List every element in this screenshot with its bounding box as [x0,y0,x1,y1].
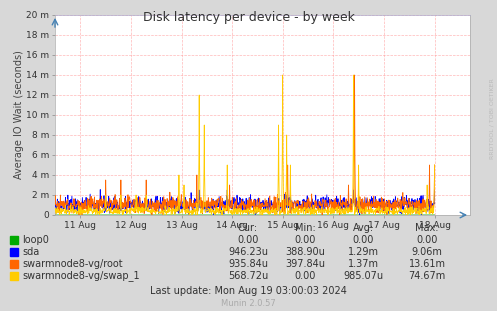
Text: 985.07u: 985.07u [343,271,383,281]
Text: 0.00: 0.00 [237,235,258,245]
Text: 0.00: 0.00 [352,235,374,245]
Y-axis label: Average IO Wait (seconds): Average IO Wait (seconds) [13,51,23,179]
Text: Munin 2.0.57: Munin 2.0.57 [221,299,276,309]
Text: 946.23u: 946.23u [228,247,268,257]
Text: 9.06m: 9.06m [412,247,442,257]
Text: RRDTOOL / TOBI OETIKER: RRDTOOL / TOBI OETIKER [490,78,495,159]
Text: Disk latency per device - by week: Disk latency per device - by week [143,11,354,24]
Text: sda: sda [22,247,39,257]
Text: Avg:: Avg: [352,223,374,233]
Text: swarmnode8-vg/root: swarmnode8-vg/root [22,259,123,269]
Text: swarmnode8-vg/swap_1: swarmnode8-vg/swap_1 [22,271,140,281]
Text: Min:: Min: [295,223,316,233]
Text: 1.29m: 1.29m [347,247,379,257]
Text: 0.00: 0.00 [294,271,316,281]
Text: 74.67m: 74.67m [409,271,446,281]
Text: Max:: Max: [415,223,439,233]
Text: 0.00: 0.00 [294,235,316,245]
Text: 1.37m: 1.37m [347,259,379,269]
Text: Last update: Mon Aug 19 03:00:03 2024: Last update: Mon Aug 19 03:00:03 2024 [150,286,347,296]
Text: 13.61m: 13.61m [409,259,445,269]
Text: 568.72u: 568.72u [228,271,268,281]
Text: loop0: loop0 [22,235,49,245]
Text: 397.84u: 397.84u [285,259,325,269]
Text: 0.00: 0.00 [416,235,438,245]
Text: Cur:: Cur: [238,223,258,233]
Text: 388.90u: 388.90u [285,247,325,257]
Text: 935.84u: 935.84u [228,259,268,269]
